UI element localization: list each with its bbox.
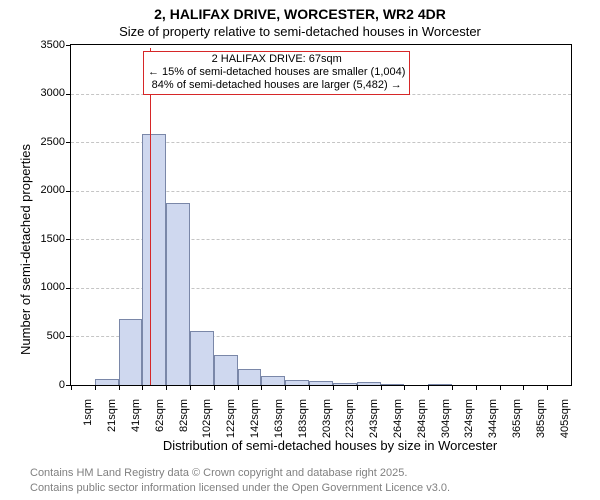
xtick-label: 385sqm bbox=[535, 399, 547, 439]
callout-line-1: ← 15% of semi-detached houses are smalle… bbox=[148, 66, 405, 79]
xtick-label: 324sqm bbox=[463, 399, 475, 439]
histogram-bar bbox=[357, 382, 381, 385]
xtick-mark bbox=[500, 385, 501, 390]
histogram-bar bbox=[142, 134, 166, 385]
callout-line-0: 2 HALIFAX DRIVE: 67sqm bbox=[148, 53, 405, 66]
xtick-mark bbox=[285, 385, 286, 390]
xtick-mark bbox=[333, 385, 334, 390]
xtick-label: 405sqm bbox=[559, 399, 571, 439]
histogram-bar bbox=[333, 383, 357, 385]
page-title: 2, HALIFAX DRIVE, WORCESTER, WR2 4DR bbox=[0, 6, 600, 22]
xtick-mark bbox=[309, 385, 310, 390]
ytick-label: 2500 bbox=[27, 136, 65, 148]
ytick-mark bbox=[66, 336, 71, 337]
xtick-label: 203sqm bbox=[321, 399, 333, 439]
histogram-chart: 05001000150020002500300035001sqm21sqm41s… bbox=[70, 44, 572, 386]
histogram-bar bbox=[119, 319, 143, 385]
xtick-label: 82sqm bbox=[178, 399, 190, 439]
xtick-mark bbox=[452, 385, 453, 390]
xtick-label: 243sqm bbox=[368, 399, 380, 439]
xtick-mark bbox=[547, 385, 548, 390]
xtick-label: 344sqm bbox=[487, 399, 499, 439]
histogram-bar bbox=[261, 376, 285, 385]
xtick-mark bbox=[404, 385, 405, 390]
ytick-label: 500 bbox=[27, 330, 65, 342]
xtick-label: 365sqm bbox=[511, 399, 523, 439]
xtick-mark bbox=[476, 385, 477, 390]
xtick-label: 102sqm bbox=[201, 399, 213, 439]
xtick-label: 62sqm bbox=[154, 399, 166, 439]
xtick-label: 21sqm bbox=[106, 399, 118, 439]
xtick-label: 264sqm bbox=[392, 399, 404, 439]
footer-line-2: Contains public sector information licen… bbox=[30, 482, 450, 494]
histogram-bar bbox=[166, 203, 190, 385]
xtick-label: 163sqm bbox=[273, 399, 285, 439]
xtick-mark bbox=[119, 385, 120, 390]
xtick-mark bbox=[95, 385, 96, 390]
reference-line bbox=[150, 48, 151, 385]
xtick-label: 223sqm bbox=[344, 399, 356, 439]
ytick-label: 1000 bbox=[27, 281, 65, 293]
xtick-mark bbox=[523, 385, 524, 390]
xtick-mark bbox=[428, 385, 429, 390]
xtick-label: 304sqm bbox=[440, 399, 452, 439]
xtick-label: 142sqm bbox=[249, 399, 261, 439]
ytick-label: 3500 bbox=[27, 39, 65, 51]
xtick-mark bbox=[381, 385, 382, 390]
histogram-bar bbox=[214, 355, 238, 385]
xtick-label: 183sqm bbox=[297, 399, 309, 439]
histogram-bar bbox=[190, 331, 214, 385]
xtick-label: 122sqm bbox=[225, 399, 237, 439]
xtick-label: 1sqm bbox=[82, 399, 94, 439]
histogram-bar bbox=[428, 384, 452, 385]
ytick-mark bbox=[66, 45, 71, 46]
ytick-mark bbox=[66, 191, 71, 192]
y-axis-label: Number of semi-detached properties bbox=[18, 144, 33, 355]
histogram-bar bbox=[309, 381, 333, 385]
x-axis-label: Distribution of semi-detached houses by … bbox=[110, 438, 550, 453]
ytick-label: 1500 bbox=[27, 233, 65, 245]
callout-box: 2 HALIFAX DRIVE: 67sqm← 15% of semi-deta… bbox=[143, 51, 410, 95]
xtick-mark bbox=[214, 385, 215, 390]
ytick-mark bbox=[66, 239, 71, 240]
ytick-label: 2000 bbox=[27, 184, 65, 196]
ytick-mark bbox=[66, 94, 71, 95]
xtick-mark bbox=[357, 385, 358, 390]
callout-line-2: 84% of semi-detached houses are larger (… bbox=[148, 79, 405, 92]
xtick-mark bbox=[261, 385, 262, 390]
xtick-label: 41sqm bbox=[130, 399, 142, 439]
xtick-mark bbox=[71, 385, 72, 390]
xtick-mark bbox=[190, 385, 191, 390]
xtick-label: 284sqm bbox=[416, 399, 428, 439]
xtick-mark bbox=[166, 385, 167, 390]
histogram-bar bbox=[381, 384, 405, 385]
ytick-label: 3000 bbox=[27, 87, 65, 99]
page-subtitle: Size of property relative to semi-detach… bbox=[0, 24, 600, 39]
histogram-bar bbox=[95, 379, 119, 385]
xtick-mark bbox=[142, 385, 143, 390]
ytick-label: 0 bbox=[27, 379, 65, 391]
histogram-bar bbox=[285, 380, 309, 385]
ytick-mark bbox=[66, 142, 71, 143]
footer-line-1: Contains HM Land Registry data © Crown c… bbox=[30, 467, 407, 479]
histogram-bar bbox=[238, 369, 262, 385]
xtick-mark bbox=[238, 385, 239, 390]
ytick-mark bbox=[66, 288, 71, 289]
